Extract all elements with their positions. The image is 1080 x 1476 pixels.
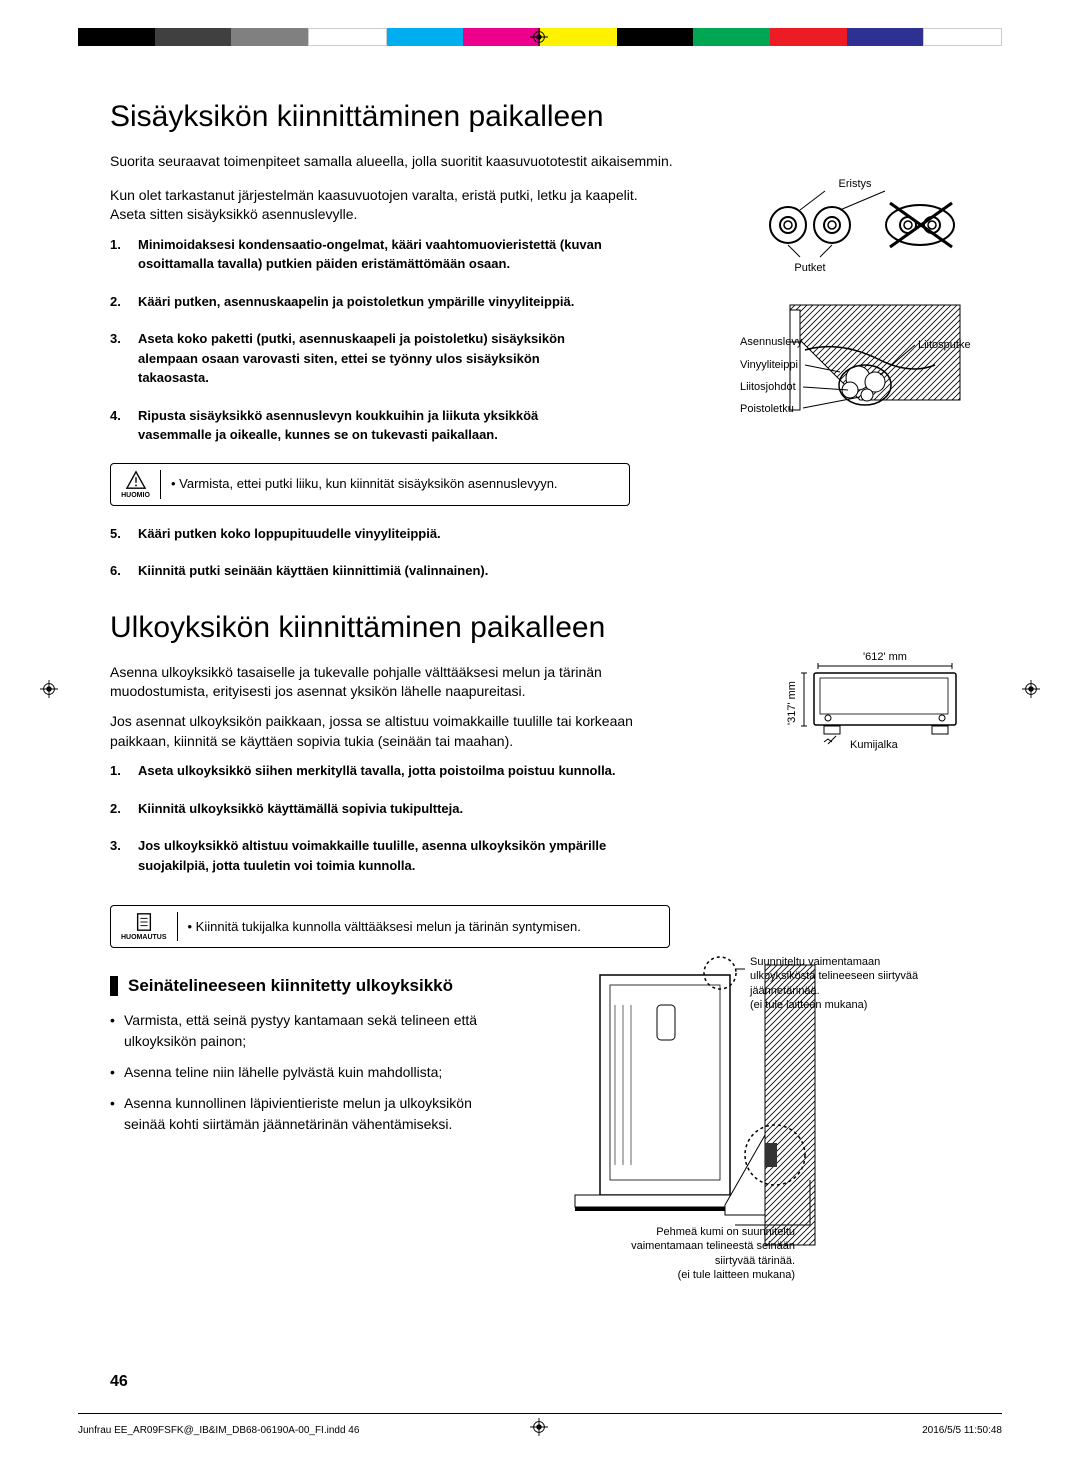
step-item: 1.Minimoidaksesi kondensaatio-ongelmat, … — [110, 235, 610, 274]
body-text: Asenna ulkoyksikkö tasaiselle ja tukeval… — [110, 663, 680, 702]
step-item: 3.Jos ulkoyksikkö altistuu voimakkaille … — [110, 836, 670, 875]
footer-divider — [78, 1413, 1002, 1414]
intro-text: Suorita seuraavat toimenpiteet samalla a… — [110, 152, 970, 172]
body-text: Kun olet tarkastanut järjestelmän kaasuv… — [110, 186, 650, 225]
registration-mark-icon — [1022, 680, 1040, 698]
registration-mark-icon — [530, 28, 548, 46]
step-item: 1.Aseta ulkoyksikkö siihen merkityllä ta… — [110, 761, 670, 781]
notice-text: • Kiinnitä tukijalka kunnolla välttääkse… — [188, 918, 660, 936]
step-item: 2.Kääri putken, asennuskaapelin ja poist… — [110, 292, 610, 312]
step-item: 5.Kääri putken koko loppupituudelle viny… — [110, 524, 610, 544]
svg-text:Kumijalka: Kumijalka — [850, 739, 899, 751]
body-text: Jos asennat ulkoyksikön paikkaan, jossa … — [110, 712, 680, 751]
svg-text:Liitosputket: Liitosputket — [918, 339, 970, 351]
bullet-list: Varmista, että seinä pystyy kantamaan se… — [110, 1010, 480, 1135]
registration-mark-icon — [40, 680, 58, 698]
step-item: 2.Kiinnitä ulkoyksikkö käyttämällä sopiv… — [110, 799, 670, 819]
svg-text:'317' mm: '317' mm — [786, 681, 798, 725]
heading-indoor-unit: Sisäyksikön kiinnittäminen paikalleen — [110, 100, 970, 134]
footer-timestamp: 2016/5/5 11:50:48 — [922, 1425, 1002, 1436]
svg-text:'612' mm: '612' mm — [863, 651, 907, 663]
registration-mark-icon — [530, 1418, 548, 1436]
figure-label: Eristys — [839, 178, 873, 190]
note-icon: HUOMAUTUS — [121, 912, 178, 941]
figure-note-bottom: Pehmeä kumi on suunniteltu vaimentamaan … — [595, 1225, 795, 1282]
warning-icon: HUOMIO — [121, 470, 161, 499]
svg-text:Vinyyliteippi: Vinyyliteippi — [740, 359, 798, 371]
bullet-item: Asenna teline niin lähelle pylvästä kuin… — [110, 1062, 480, 1083]
notice-text: • Varmista, ettei putki liiku, kun kiinn… — [171, 475, 619, 493]
figure-wall-mount: Suunniteltu vaimentamaan ulkoyksiköstä t… — [565, 955, 925, 1295]
heading-outdoor-unit: Ulkoyksikön kiinnittäminen paikalleen — [110, 611, 970, 645]
figure-note-top: Suunniteltu vaimentamaan ulkoyksiköstä t… — [750, 955, 925, 1012]
bullet-item: Varmista, että seinä pystyy kantamaan se… — [110, 1010, 480, 1052]
svg-text:Liitosjohdot: Liitosjohdot — [740, 381, 796, 393]
figure-rubber-foot: '612' mm '317' mm Kumijalka — [780, 648, 970, 768]
page-number: 46 — [110, 1373, 128, 1391]
step-item: 6.Kiinnitä putki seinään käyttäen kiinni… — [110, 561, 610, 581]
figure-insulation: Eristys Putket — [740, 175, 970, 285]
step-item: 3.Aseta koko paketti (putki, asennuskaap… — [110, 329, 610, 388]
footer-filename: Junfrau EE_AR09FSFK@_IB&IM_DB68-06190A-0… — [78, 1425, 359, 1436]
steps-list-1b: 5.Kääri putken koko loppupituudelle viny… — [110, 524, 610, 581]
svg-text:Putket: Putket — [794, 262, 825, 274]
svg-text:Poistoletku: Poistoletku — [740, 403, 794, 415]
caution-box: HUOMIO • Varmista, ettei putki liiku, ku… — [110, 463, 630, 506]
steps-list-2: 1.Aseta ulkoyksikkö siihen merkityllä ta… — [110, 761, 670, 875]
bullet-item: Asenna kunnollinen läpivientieriste melu… — [110, 1093, 480, 1135]
note-box: HUOMAUTUS • Kiinnitä tukijalka kunnolla … — [110, 905, 670, 948]
step-item: 4.Ripusta sisäyksikkö asennuslevyn koukk… — [110, 406, 610, 445]
steps-list-1: 1.Minimoidaksesi kondensaatio-ongelmat, … — [110, 235, 610, 445]
figure-mounting-plate: Asennuslevy Vinyyliteippi Liitosjohdot P… — [740, 300, 970, 445]
